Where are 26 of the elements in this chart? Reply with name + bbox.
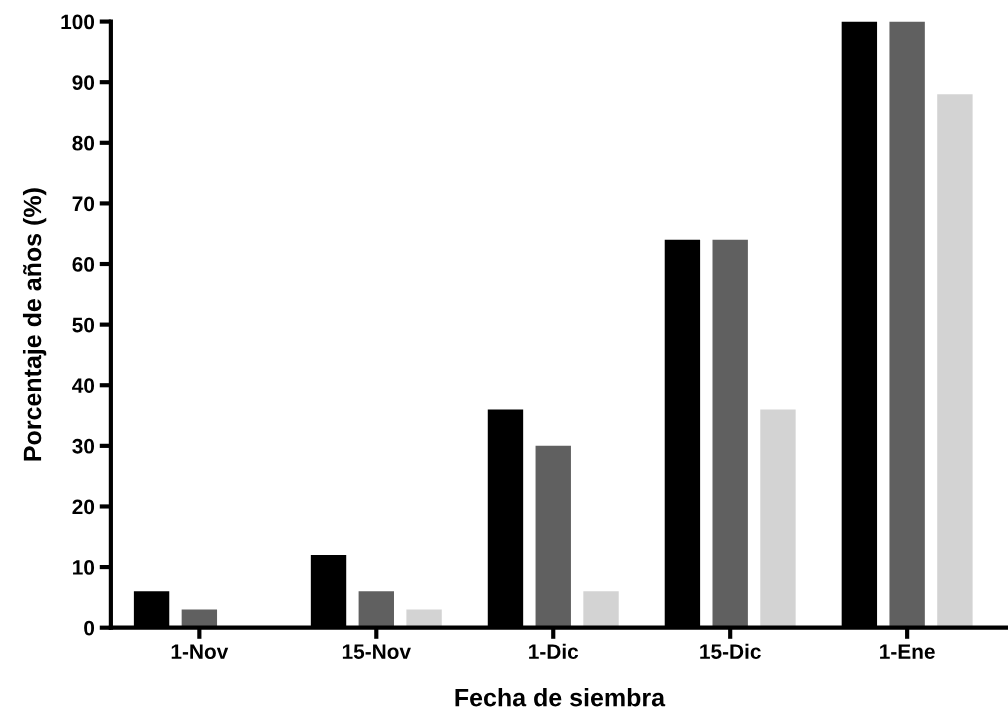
y-tick-label: 30 <box>72 438 95 454</box>
bar <box>889 21 925 628</box>
y-tick-label: 70 <box>72 196 95 212</box>
x-tick-label: 1-Nov <box>171 644 229 659</box>
x-tick-label: 15-Dic <box>700 643 761 659</box>
y-tick-label: 80 <box>72 135 95 151</box>
bar <box>760 409 796 628</box>
y-tick-label: 0 <box>84 620 95 636</box>
y-tick-label: 20 <box>72 499 95 515</box>
y-axis-title: Porcentaje de años (%) <box>22 188 47 461</box>
y-tick-label: 50 <box>72 317 95 333</box>
y-tick-label: 10 <box>73 560 95 575</box>
y-tick-label: 90 <box>72 75 95 90</box>
bar <box>406 609 442 628</box>
bar <box>358 591 394 628</box>
x-tick-label: 1-Ene <box>880 644 935 659</box>
y-tick-label: 100 <box>61 14 95 30</box>
y-tick-label: 60 <box>72 257 95 272</box>
x-tick-label: 15-Nov <box>342 644 411 659</box>
x-axis-title: Fecha de siembra <box>455 688 666 707</box>
bar <box>712 239 748 628</box>
bar <box>535 445 571 628</box>
y-tick-label: 40 <box>72 378 95 393</box>
x-tick-label: 1-Dic <box>529 643 579 659</box>
bar <box>583 591 619 628</box>
bar <box>937 94 973 628</box>
